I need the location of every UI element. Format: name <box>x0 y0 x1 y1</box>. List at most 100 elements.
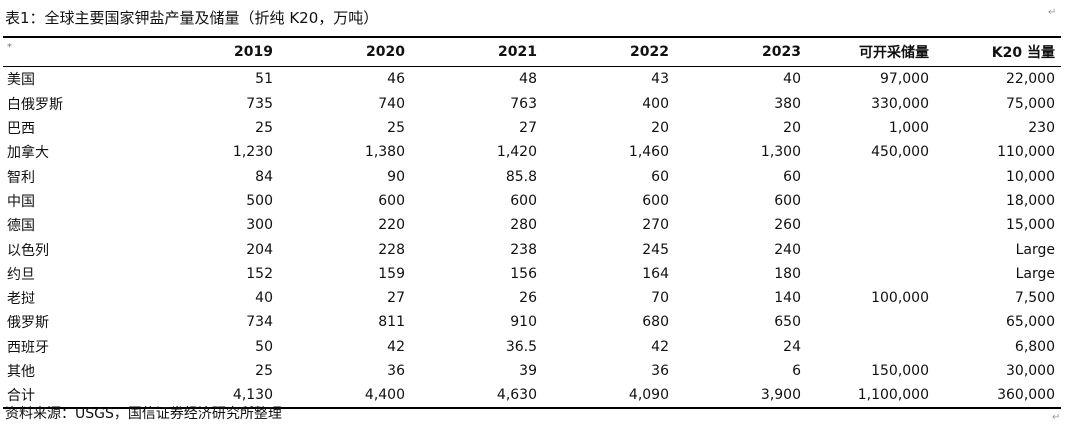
table-cell: 330,000 <box>871 95 929 112</box>
table-cell: 43 <box>651 71 669 88</box>
table-row: 其他 25 36 39 36 6 150,000 30,000 <box>3 359 1061 383</box>
table-cell: 164 <box>642 265 669 282</box>
row-label: 中国 <box>7 193 35 210</box>
table-cell: 450,000 <box>871 144 929 161</box>
table-cell: 1,000 <box>888 120 929 137</box>
table-cell: 260 <box>774 217 801 234</box>
header-corner: * <box>3 36 113 68</box>
table-row: 智利 84 90 85.8 60 60 10,000 <box>3 164 1061 188</box>
table-row: 合计 4,130 4,400 4,630 4,090 3,900 1,100,000 360,… <box>3 383 1061 410</box>
row-label: 以色列 <box>7 242 49 259</box>
table-cell: 50 <box>255 338 273 355</box>
table-cell: 240 <box>774 241 801 258</box>
table-cell: 60 <box>783 168 801 185</box>
table-cell: 500 <box>246 192 273 209</box>
row-label: 德国 <box>7 218 35 235</box>
table-cell: 26 <box>519 290 537 307</box>
row-label: 俄罗斯 <box>7 315 49 332</box>
table-cell: 15,000 <box>1006 217 1055 234</box>
table-cell: 7,500 <box>1014 290 1055 307</box>
table-row: 巴西 25 25 27 20 20 1,000 230 <box>3 116 1061 140</box>
table-body: 美国 51 46 48 43 40 97,000 22,000 白俄罗斯 735 740 763 400… <box>3 67 1061 410</box>
table-cell: 150,000 <box>871 363 929 379</box>
table-cell: 25 <box>255 363 273 379</box>
table-cell <box>807 310 935 334</box>
table-cell: 42 <box>651 338 669 355</box>
table-cell: 97,000 <box>880 71 929 88</box>
paragraph-mark-icon: ↵ <box>1048 7 1057 18</box>
table-cell: 300 <box>246 217 273 234</box>
table-cell: 10,000 <box>1006 168 1055 185</box>
table-cell: 42 <box>387 338 405 355</box>
table-cell: 1,460 <box>628 144 669 161</box>
table-cell: 60 <box>651 168 669 185</box>
table-cell: 6 <box>792 363 801 379</box>
table-cell <box>807 164 935 188</box>
table-row: 俄罗斯 734 811 910 680 650 65,000 <box>3 310 1061 334</box>
table-cell: 24 <box>783 338 801 355</box>
table-cell: 220 <box>378 217 405 234</box>
table-cell: 270 <box>642 217 669 234</box>
table-row: 德国 300 220 280 270 260 15,000 <box>3 213 1061 237</box>
table-cell: 4,130 <box>113 383 279 410</box>
table-row: 加拿大 1,230 1,380 1,420 1,460 1,300 450,000 110,0… <box>3 140 1061 164</box>
table-cell: Large <box>1015 265 1055 282</box>
table-cell: 230 <box>1028 120 1055 137</box>
col-header-2019: 2019 <box>113 36 279 68</box>
row-label: 约旦 <box>7 266 35 283</box>
table-cell: 763 <box>510 95 537 112</box>
table-cell: 51 <box>255 71 273 88</box>
table-cell <box>807 237 935 261</box>
table-cell: 4,630 <box>411 383 543 410</box>
table-cell: 3,900 <box>675 383 807 410</box>
table-cell: 360,000 <box>935 383 1061 410</box>
table-cell: 735 <box>246 95 273 112</box>
table-cell: 75,000 <box>1006 95 1055 112</box>
col-header-k2o: K20 当量 <box>935 36 1061 68</box>
col-header-2023: 2023 <box>675 36 807 68</box>
row-label: 合计 <box>3 383 113 410</box>
table-cell: 811 <box>378 314 405 331</box>
table-cell: 204 <box>246 241 273 258</box>
table-cell: 734 <box>246 314 273 331</box>
table-cell: 30,000 <box>1006 363 1055 379</box>
table-cell: 600 <box>378 192 405 209</box>
table-cell: 18,000 <box>1006 192 1055 209</box>
table-cell: 245 <box>642 241 669 258</box>
row-label: 加拿大 <box>7 145 49 162</box>
table-cell: 1,230 <box>232 144 273 161</box>
table-cell: 6,800 <box>1014 338 1055 355</box>
table-cell: 600 <box>642 192 669 209</box>
row-label: 巴西 <box>7 121 35 138</box>
table-cell: Large <box>1015 241 1055 258</box>
table-cell: 48 <box>519 71 537 88</box>
table-cell: 65,000 <box>1006 314 1055 331</box>
table-cell: 650 <box>774 314 801 331</box>
col-header-reserves: 可开采储量 <box>807 36 935 68</box>
col-header-2021: 2021 <box>411 36 543 68</box>
table-cell: 39 <box>519 363 537 379</box>
row-label: 白俄罗斯 <box>7 96 63 113</box>
table-cell: 27 <box>519 120 537 137</box>
table-cell: 25 <box>387 120 405 137</box>
table-cell: 910 <box>510 314 537 331</box>
table-cell: 380 <box>774 95 801 112</box>
row-label: 智利 <box>7 169 35 186</box>
table-cell: 280 <box>510 217 537 234</box>
row-label: 美国 <box>7 72 35 89</box>
col-header-2022: 2022 <box>543 36 675 68</box>
table-cell: 740 <box>378 95 405 112</box>
table-cell: 36 <box>387 363 405 379</box>
table-cell <box>807 262 935 286</box>
table-cell: 156 <box>510 265 537 282</box>
row-label: 老挝 <box>7 291 35 308</box>
table-row: 美国 51 46 48 43 40 97,000 22,000 <box>3 67 1061 92</box>
table-cell: 20 <box>783 120 801 137</box>
table-cell: 36 <box>651 363 669 379</box>
table-row: 老挝 40 27 26 70 140 100,000 7,500 <box>3 286 1061 310</box>
table-cell: 40 <box>783 71 801 88</box>
table-row: 约旦 152 159 156 164 180 Large <box>3 262 1061 286</box>
table-cell: 140 <box>774 290 801 307</box>
table-cell: 238 <box>510 241 537 258</box>
source-note: 资料来源：USGS，国信证券经济研究所整理 <box>5 406 282 422</box>
